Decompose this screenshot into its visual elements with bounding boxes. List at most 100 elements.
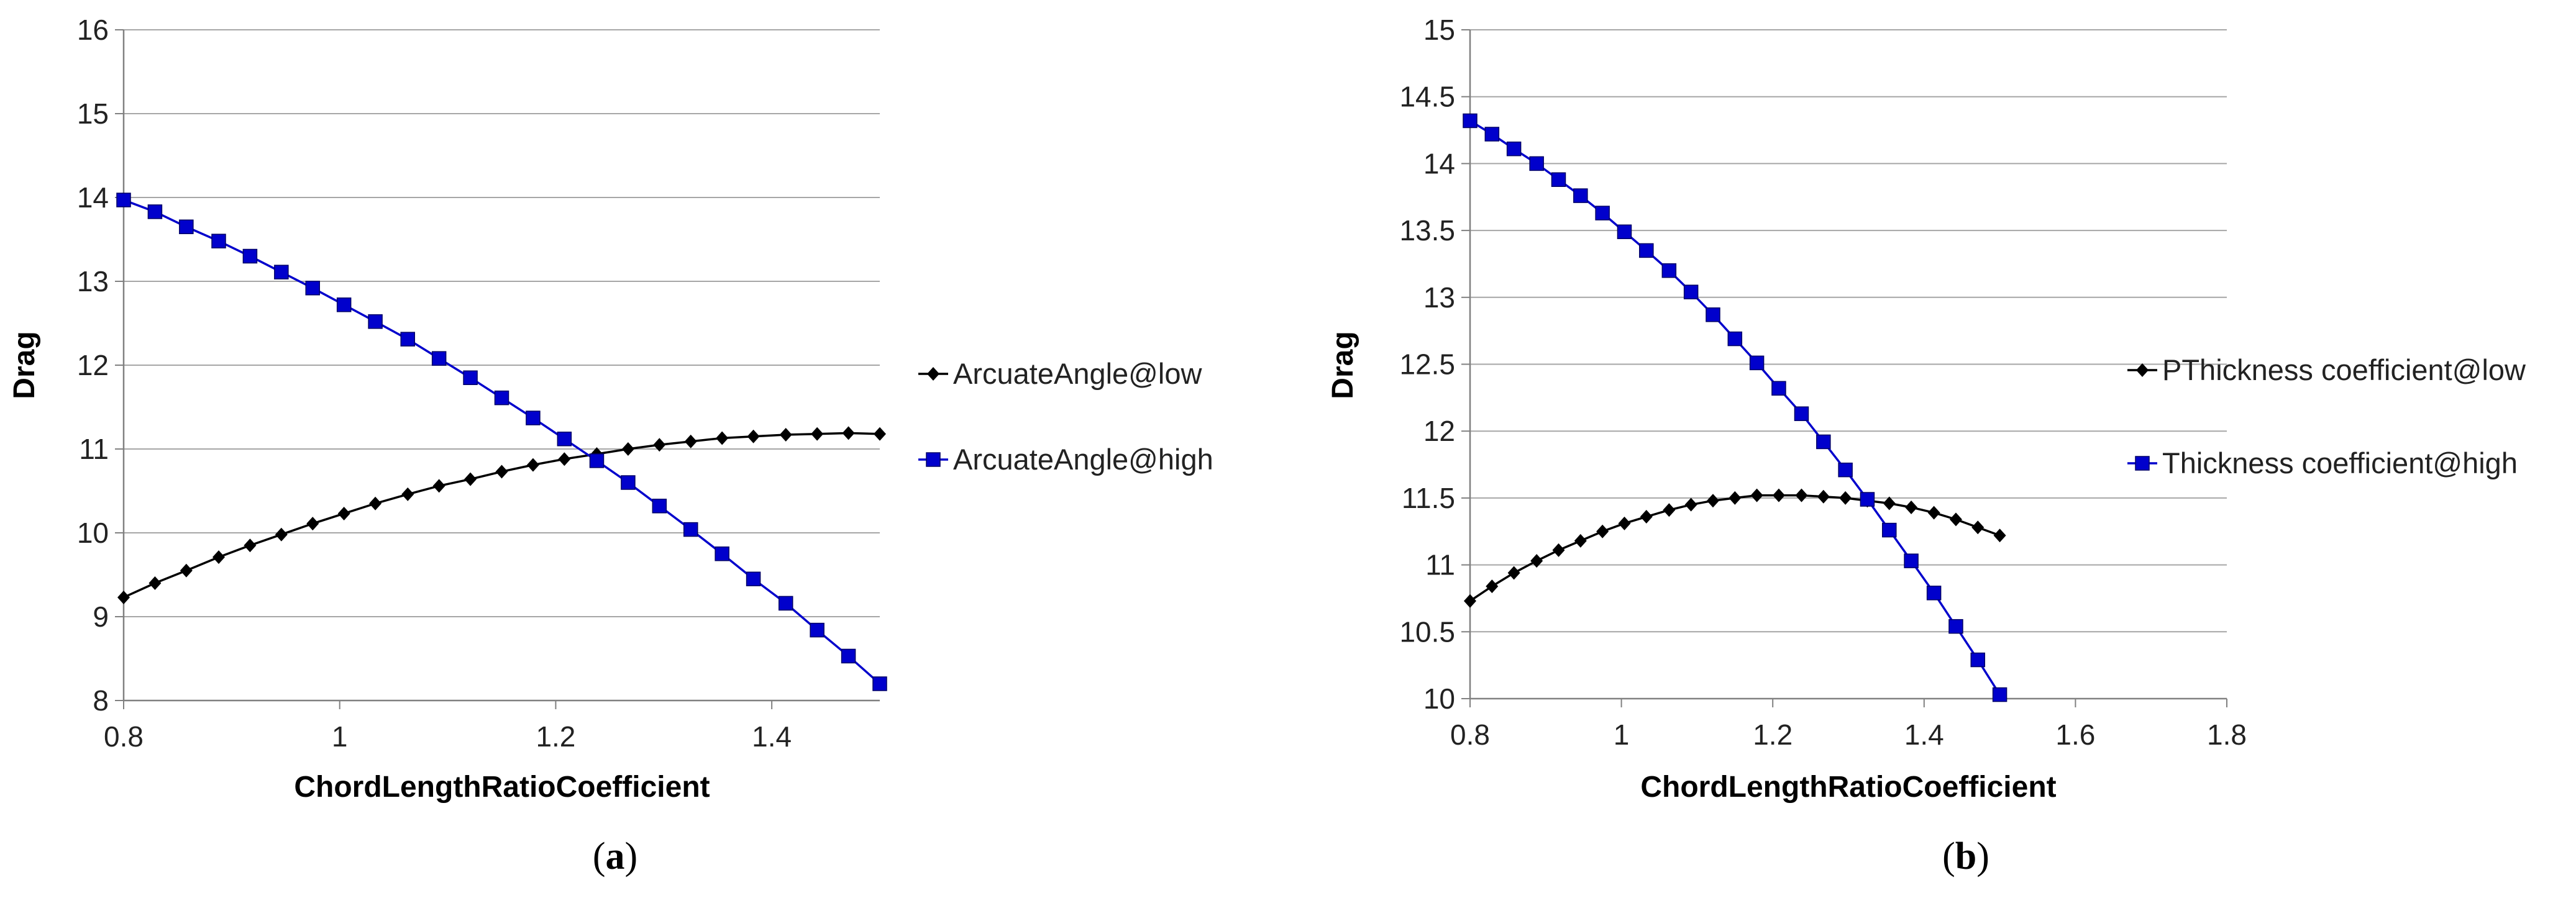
legend-item: ArcuateAngle@low — [918, 357, 1202, 390]
data-point — [1749, 355, 1765, 371]
data-point — [1640, 510, 1653, 524]
data-point — [179, 219, 194, 234]
y-tick-label: 8 — [93, 684, 109, 717]
series-line — [1469, 494, 2001, 602]
legend-marker — [2135, 456, 2150, 471]
caption-letter: b — [1955, 835, 1976, 878]
data-point — [1663, 503, 1676, 517]
series-line — [123, 432, 880, 599]
data-point — [1882, 522, 1897, 538]
data-point — [653, 438, 666, 452]
data-point — [1507, 566, 1520, 580]
legend-item: ArcuateAngle@high — [918, 443, 1213, 476]
data-point — [841, 648, 856, 664]
data-point — [1595, 206, 1610, 220]
data-point — [117, 590, 130, 604]
data-point — [1971, 520, 1985, 535]
data-point — [305, 281, 320, 296]
data-point — [1860, 492, 1875, 507]
x-tick-label: 0.8 — [104, 720, 144, 753]
x-tick-labels: 0.8 1 1.2 1.4 — [104, 701, 792, 753]
data-point — [1904, 553, 1919, 568]
caption-close: ) — [625, 835, 638, 878]
y-tick-labels: 10 10.5 11 11.5 12 12.5 13 13.5 14 14.5 15 — [1399, 14, 1470, 715]
y-tick-label: 12 — [1423, 415, 1455, 447]
data-point — [683, 522, 698, 537]
legend: ArcuateAngle@low ArcuateAngle@high — [918, 357, 1213, 476]
x-tick-label: 1.2 — [536, 720, 575, 753]
x-tick-label: 1.4 — [1904, 719, 1944, 751]
series-0 — [117, 426, 886, 604]
x-tick-label: 0.8 — [1450, 719, 1490, 751]
data-point — [1596, 524, 1609, 538]
y-tick-label: 14 — [77, 181, 109, 214]
data-point — [652, 499, 667, 514]
data-point — [400, 332, 415, 347]
data-point — [401, 487, 414, 501]
data-point — [1949, 512, 1962, 527]
caption-close: ) — [1976, 835, 1989, 878]
data-point — [1993, 528, 2006, 543]
y-axis-title: Drag — [1327, 331, 1359, 399]
data-point — [1839, 491, 1852, 505]
y-tick-label: 11.5 — [1402, 482, 1455, 514]
data-point — [1883, 496, 1896, 510]
y-tick-label: 10 — [77, 517, 109, 549]
chart-panel-a: 8 9 10 11 12 13 14 15 16 0.8 1 1.2 1.4 ArcuateAngle@l… — [8, 14, 1213, 878]
data-point — [1970, 652, 1986, 668]
data-point — [494, 390, 509, 406]
data-point — [1926, 586, 1942, 601]
data-point — [1618, 516, 1631, 530]
x-tick-label: 1.4 — [752, 720, 792, 753]
data-point — [1772, 488, 1785, 502]
panel-caption: (a) — [593, 835, 637, 878]
legend-item: Thickness coefficient@high — [2127, 447, 2518, 479]
data-point — [1506, 141, 1522, 156]
y-tick-label: 11 — [1425, 549, 1455, 581]
series-0 — [1464, 488, 2006, 608]
y-tick-label: 13 — [77, 265, 109, 297]
data-point — [746, 571, 761, 586]
data-point — [874, 427, 886, 441]
data-point — [1683, 284, 1699, 299]
series-line — [1469, 119, 2001, 696]
data-point — [274, 265, 289, 279]
y-tick-label: 11 — [79, 433, 109, 465]
caption-open: ( — [1942, 835, 1955, 878]
data-point — [1573, 188, 1588, 203]
legend: PThickness coefficient@low Thickness coef… — [2127, 353, 2526, 479]
data-point — [526, 410, 541, 425]
legend-label: PThickness coefficient@low — [2162, 353, 2526, 386]
data-point — [621, 475, 636, 490]
data-point — [1992, 687, 2007, 702]
data-point — [1463, 113, 1478, 129]
data-point — [747, 429, 760, 443]
y-tick-label: 9 — [93, 601, 109, 633]
data-point — [1574, 533, 1587, 548]
data-point — [306, 517, 319, 531]
x-tick-label: 1 — [332, 720, 348, 753]
y-tick-label: 10 — [1423, 683, 1455, 715]
x-tick-label: 1.2 — [1753, 719, 1793, 751]
data-point — [432, 479, 445, 493]
data-point — [872, 676, 887, 691]
data-point — [810, 622, 824, 638]
data-point — [1706, 307, 1720, 322]
data-point — [621, 442, 634, 456]
data-point — [1817, 489, 1830, 504]
legend-item: PThickness coefficient@low — [2127, 353, 2526, 386]
series-1 — [116, 193, 887, 691]
data-point — [336, 297, 352, 312]
y-tick-labels: 8 9 10 11 12 13 14 15 16 — [77, 14, 124, 717]
data-point — [369, 496, 382, 510]
x-axis-title: ChordLengthRatioCoefficient — [1640, 771, 2056, 804]
data-point — [1486, 579, 1499, 594]
data-point — [684, 434, 697, 448]
x-tick-label: 1.6 — [2055, 719, 2095, 751]
data-point — [148, 576, 162, 590]
data-point — [557, 432, 572, 447]
data-point — [275, 527, 288, 542]
data-point — [1529, 156, 1544, 171]
x-tick-labels: 0.8 1 1.2 1.4 1.6 1.8 — [1450, 699, 2247, 751]
